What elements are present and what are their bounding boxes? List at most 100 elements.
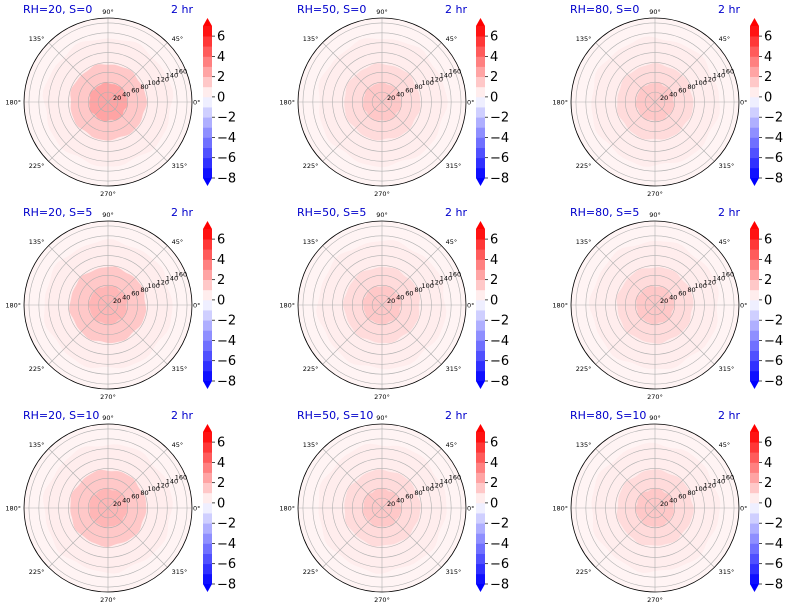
colorbar-segment bbox=[203, 462, 212, 473]
colorbar-tick-label: 2 bbox=[490, 273, 498, 288]
colorbar-segment bbox=[203, 46, 212, 57]
colorbar-segment bbox=[750, 350, 759, 362]
radial-tick-label: 20 bbox=[387, 297, 395, 305]
colorbar-tick-label: 2 bbox=[490, 70, 498, 85]
panel-title: RH=50, S=10 bbox=[297, 409, 373, 422]
angle-tick-label: 180° bbox=[552, 505, 568, 513]
colorbar-tick-label: 0 bbox=[217, 293, 225, 308]
colorbar-segment bbox=[750, 482, 759, 494]
colorbar-tick-label: −8 bbox=[217, 375, 236, 390]
angular-gridline bbox=[107, 304, 168, 365]
radial-tick-label: 160 bbox=[722, 68, 734, 76]
colorbar-tick-label: 0 bbox=[490, 496, 498, 511]
angle-tick-label: 270° bbox=[100, 190, 116, 198]
colorbar-tick-label: −6 bbox=[217, 151, 236, 166]
angle-tick-label: 90° bbox=[649, 414, 661, 422]
colorbar-tick-label: 2 bbox=[764, 273, 772, 288]
colorbar-segment bbox=[476, 310, 485, 321]
colorbar-segment bbox=[750, 117, 759, 128]
angle-tick-label: 315° bbox=[172, 365, 188, 373]
radial-tick-label: 100 bbox=[421, 485, 433, 493]
angle-tick-label: 45° bbox=[172, 441, 184, 449]
angle-tick-label: 315° bbox=[446, 162, 462, 170]
colorbar-segment bbox=[750, 523, 759, 534]
colorbar-extend-low bbox=[203, 584, 212, 592]
colorbar-segment bbox=[203, 523, 212, 534]
colorbar-segment bbox=[750, 46, 759, 57]
colorbar: 6 4 2 0 −2 −4 −6 −8 bbox=[476, 18, 509, 187]
colorbar-tick-label: 0 bbox=[764, 496, 772, 511]
panel-title: RH=50, S=0 bbox=[297, 3, 366, 16]
colorbar-segment bbox=[750, 26, 759, 37]
angular-gridline bbox=[322, 245, 383, 306]
polar-panel: 0°45°90°135°180°225°270°315°20 40 60 801001… bbox=[279, 206, 474, 401]
colorbar-extend-high bbox=[476, 221, 485, 229]
colorbar-segment bbox=[203, 513, 212, 524]
colorbar-segment bbox=[750, 289, 759, 301]
colorbar-segment bbox=[476, 492, 485, 504]
colorbar-segment bbox=[203, 147, 212, 159]
colorbar-segment bbox=[476, 26, 485, 37]
colorbar-extend-low bbox=[750, 584, 759, 592]
angle-tick-label: 225° bbox=[576, 162, 592, 170]
colorbar-tick-label: −8 bbox=[217, 578, 236, 593]
colorbar-tick-label: −4 bbox=[217, 537, 236, 552]
colorbar-tick-label: 6 bbox=[764, 30, 772, 45]
colorbar-segment bbox=[203, 279, 212, 291]
angle-tick-label: 270° bbox=[374, 190, 390, 198]
angle-tick-label: 315° bbox=[172, 162, 188, 170]
colorbar-segment bbox=[476, 320, 485, 331]
colorbar-segment bbox=[476, 36, 485, 47]
colorbar-segment bbox=[750, 157, 759, 169]
colorbar-segment bbox=[750, 127, 759, 138]
radial-tick-label: 80 bbox=[140, 83, 148, 91]
colorbar-segment bbox=[476, 442, 485, 453]
colorbar-segment bbox=[203, 340, 212, 351]
angle-tick-label: 0° bbox=[467, 302, 474, 310]
colorbar-segment bbox=[476, 76, 485, 88]
colorbar-segment bbox=[203, 26, 212, 37]
panel-time-label: 2 hr bbox=[445, 3, 467, 16]
panel-time-label: 2 hr bbox=[171, 409, 193, 422]
angle-tick-label: 225° bbox=[303, 162, 319, 170]
angular-gridline bbox=[48, 42, 109, 103]
colorbar-tick-label: 4 bbox=[490, 456, 498, 471]
radial-tick-label: 120 bbox=[704, 278, 716, 286]
colorbar-segment bbox=[750, 462, 759, 473]
colorbar-tick-label: 4 bbox=[217, 50, 225, 65]
colorbar-segment bbox=[750, 167, 759, 179]
colorbar-segment bbox=[476, 66, 485, 77]
radial-tick-label: 140 bbox=[440, 478, 452, 486]
angular-gridline bbox=[322, 101, 383, 162]
radial-tick-label: 80 bbox=[140, 489, 148, 497]
angular-gridline bbox=[48, 101, 109, 162]
angle-tick-label: 225° bbox=[303, 365, 319, 373]
colorbar-tick-label: −6 bbox=[217, 354, 236, 369]
colorbar-segment bbox=[750, 76, 759, 88]
angle-tick-label: 180° bbox=[5, 302, 21, 310]
colorbar-extend-high bbox=[476, 18, 485, 26]
panel-border bbox=[297, 17, 467, 187]
polar-panel: 0°45°90°135°180°225°270°315°20 40 60 801001… bbox=[552, 3, 747, 198]
angle-tick-label: 315° bbox=[719, 568, 735, 576]
polar-panel: 0°45°90°135°180°225°270°315°20 40 60 801001… bbox=[5, 3, 200, 198]
radial-tick-label: 120 bbox=[157, 278, 169, 286]
angle-tick-label: 315° bbox=[172, 568, 188, 576]
colorbar-segment bbox=[476, 360, 485, 372]
panel-border bbox=[23, 423, 193, 593]
radial-tick-label: 80 bbox=[687, 83, 695, 91]
colorbar-tick-label: 4 bbox=[764, 50, 772, 65]
colorbar-tick-label: −6 bbox=[764, 151, 783, 166]
panel-title: RH=80, S=5 bbox=[570, 206, 639, 219]
polar-panel: 0°45°90°135°180°225°270°315°20 40 60 801001… bbox=[279, 409, 474, 604]
radial-tick-label: 20 bbox=[113, 500, 121, 508]
angle-tick-label: 270° bbox=[374, 393, 390, 401]
angular-gridline bbox=[654, 101, 715, 162]
radial-tick-label: 20 bbox=[387, 500, 395, 508]
colorbar-segment bbox=[203, 239, 212, 250]
radial-tick-label: 60 bbox=[131, 493, 139, 501]
angle-tick-label: 225° bbox=[29, 568, 45, 576]
colorbar-segment bbox=[750, 137, 759, 148]
colorbar-tick-label: 0 bbox=[490, 90, 498, 105]
panel-title: RH=50, S=5 bbox=[297, 206, 366, 219]
